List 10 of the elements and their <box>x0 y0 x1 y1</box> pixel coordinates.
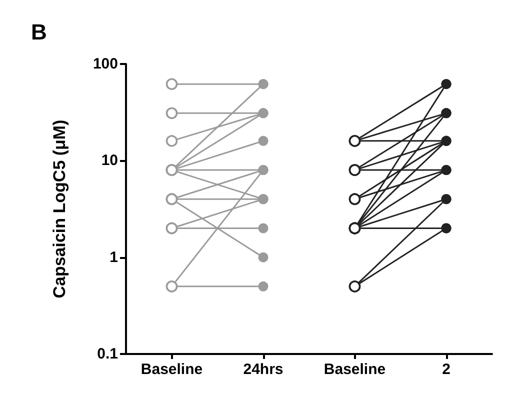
y-axis-title: Capsaicin LogC5 (μM) <box>50 120 69 298</box>
y-tick-label: 10 <box>101 152 118 170</box>
y-tick-label: 1 <box>110 248 118 266</box>
x-tick-label: Baseline <box>324 361 386 378</box>
y-tick-label: 100 <box>92 56 118 72</box>
x-tick-label: 2 <box>442 361 450 378</box>
chart-title: B <box>31 20 47 44</box>
x-tick-label: Baseline <box>140 361 203 378</box>
y-tick-label: 0.1 <box>97 346 118 362</box>
x-tick-label: 24hrs <box>243 361 284 378</box>
